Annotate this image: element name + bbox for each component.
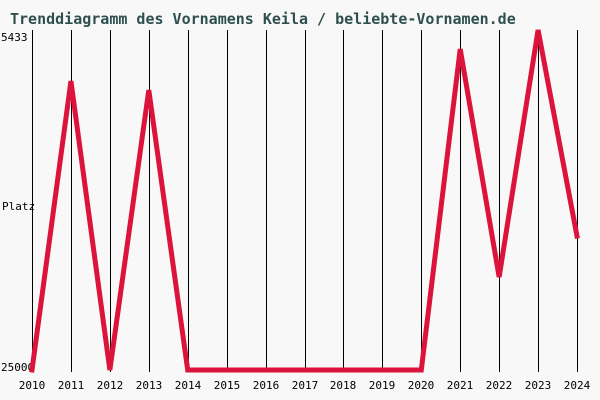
x-tick-label: 2010 [18, 379, 46, 392]
x-tick-label: 2016 [252, 379, 280, 392]
x-tick-label: 2018 [329, 379, 357, 392]
y-axis-min-label: 25000 [1, 361, 35, 374]
x-tick-label: 2014 [174, 379, 202, 392]
y-axis-max-label: 5433 [1, 31, 28, 44]
x-tick-label: 2017 [291, 379, 319, 392]
x-tick-label: 2021 [446, 379, 474, 392]
x-tick-label: 2011 [57, 379, 85, 392]
trend-line [29, 29, 580, 373]
chart-title: Trenddiagramm des Vornamens Keila / beli… [10, 10, 516, 28]
x-tick-label: 2012 [96, 379, 124, 392]
x-tick-label: 2020 [407, 379, 435, 392]
x-tick-label: 2022 [485, 379, 513, 392]
x-tick-label: 2015 [213, 379, 241, 392]
x-tick-label: 2013 [135, 379, 163, 392]
y-axis-title: Platz [2, 200, 36, 213]
x-tick-label: 2019 [368, 379, 396, 392]
x-tick-label: 2024 [563, 379, 591, 392]
x-tick-label: 2023 [524, 379, 552, 392]
x-axis-labels: 2010 2011 2012 2013 2014 2015 2016 2017 2018 2019… [0, 379, 600, 395]
